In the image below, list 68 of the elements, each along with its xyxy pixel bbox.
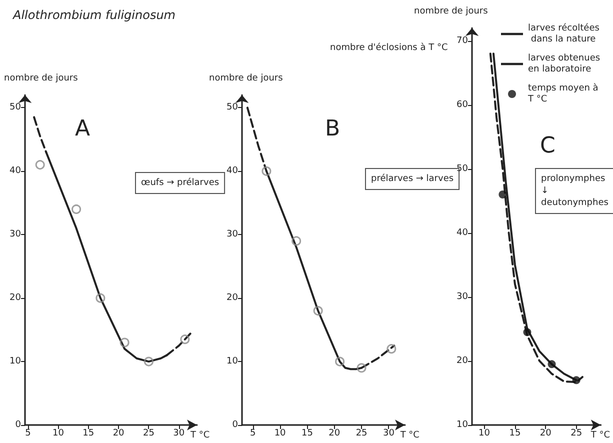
x-tick-label: 15 <box>301 428 313 438</box>
point <box>262 166 272 176</box>
x-axis-title: T °C <box>590 430 610 440</box>
annotation: prolonymphes ↓ deutonymphes <box>541 174 609 208</box>
x-tick-label: 15 <box>82 428 94 438</box>
point <box>356 363 366 373</box>
point <box>523 328 532 336</box>
x-tick-label: 20 <box>540 428 552 438</box>
x-tick-label: 10 <box>274 428 286 438</box>
x-tick-label: 25 <box>142 428 154 438</box>
legend-label: temps moyen à T °C <box>527 82 602 104</box>
x-tick-label: 25 <box>570 428 582 438</box>
chart-title: Allothrombium fuliginosum <box>12 8 176 22</box>
point <box>572 376 580 384</box>
y-tick-label: 10 <box>226 356 238 367</box>
point <box>180 334 190 344</box>
x-tick-label: 20 <box>328 428 340 438</box>
x-tick-label: 20 <box>112 428 125 438</box>
point <box>96 293 106 303</box>
y-tick-label: 60 <box>456 100 468 110</box>
y-tick-label: 50 <box>10 102 22 113</box>
y-axis-title: nombre de jours <box>209 74 284 84</box>
x-tick-label: 15 <box>509 428 521 438</box>
y-tick-label: 50 <box>226 102 238 113</box>
legend-label: larves récoltées dans la nature <box>528 22 600 44</box>
x-axis-title: T °C <box>399 430 420 440</box>
point <box>120 338 130 348</box>
y-tick-label: 40 <box>10 166 22 176</box>
point <box>35 160 45 170</box>
text: nombre d'éclosions à T °C <box>330 42 448 53</box>
x-tick-label: 30 <box>173 428 185 438</box>
point <box>498 190 507 198</box>
x-tick-label: 5 <box>250 428 256 438</box>
point <box>386 344 396 354</box>
annotation: B <box>325 116 340 142</box>
point <box>72 204 82 214</box>
y-axis-title: nombre de jours <box>414 6 488 16</box>
y-tick-label: 70 <box>456 36 468 46</box>
y-tick-label: 10 <box>456 420 468 430</box>
point <box>313 306 323 316</box>
y-tick-label: 20 <box>226 293 238 304</box>
y-tick-label: 30 <box>456 292 468 302</box>
x-tick-label: 10 <box>52 428 64 438</box>
point <box>335 356 345 366</box>
point <box>292 236 302 246</box>
y-tick-label: 20 <box>456 356 468 366</box>
y-tick-label: 0 <box>232 420 238 430</box>
x-tick-label: 5 <box>25 428 31 438</box>
point <box>548 360 556 368</box>
y-tick-label: 30 <box>226 230 238 240</box>
y-tick-label: 40 <box>226 166 238 176</box>
y-tick-label: 20 <box>10 293 22 304</box>
y-tick-label: 40 <box>456 228 468 238</box>
annotation: C <box>540 134 556 158</box>
legend-label: larves obtenues en laboratoire <box>528 54 603 74</box>
x-tick-label: 30 <box>382 428 395 438</box>
y-axis-title: nombre de jours <box>4 74 78 84</box>
annotation: œufs → prélarves <box>141 177 220 188</box>
annotation: A <box>75 116 90 142</box>
point <box>144 356 154 366</box>
y-tick-label: 0 <box>15 420 22 430</box>
y-tick-label: 50 <box>456 164 468 174</box>
y-tick-label: 30 <box>10 230 22 240</box>
x-tick-label: 10 <box>478 428 490 438</box>
x-axis-title: T °C <box>190 430 210 440</box>
annotation: prélarves → larves <box>371 173 454 184</box>
x-tick-label: 25 <box>356 428 368 438</box>
y-tick-label: 10 <box>10 356 22 367</box>
